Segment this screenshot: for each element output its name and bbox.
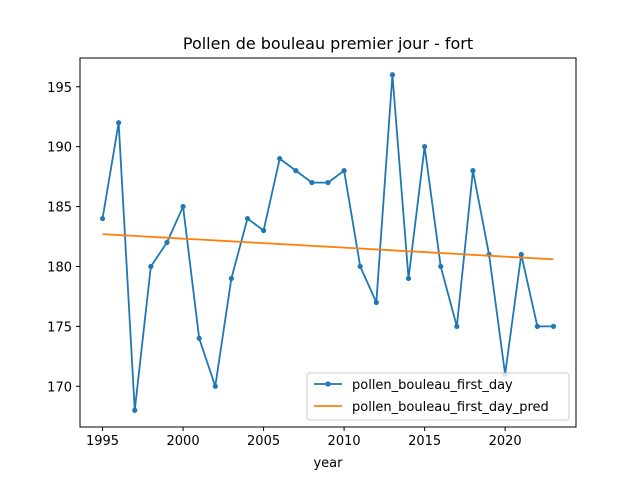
y-tick-label: 190	[47, 141, 72, 156]
x-tick-label: 2010	[328, 434, 361, 449]
data-point	[277, 156, 283, 162]
series-layer	[99, 72, 557, 413]
legend-marker	[325, 381, 331, 387]
data-point	[389, 72, 396, 78]
data-point	[309, 179, 315, 186]
data-point	[212, 383, 218, 389]
series-line-2	[102, 233, 554, 261]
data-point	[357, 263, 363, 270]
chart-title: Pollen de bouleau premier jour - fort	[183, 34, 473, 53]
data-point	[422, 144, 428, 150]
plot-area	[79, 57, 577, 428]
data-point	[341, 168, 347, 174]
data-point	[116, 120, 122, 126]
x-tick-label: 2000	[167, 434, 200, 449]
x-tick-label: 2020	[489, 434, 522, 449]
data-point	[534, 323, 540, 329]
data-point	[164, 239, 170, 246]
y-tick-label: 195	[47, 81, 72, 96]
data-point	[260, 227, 267, 234]
axes-frame	[79, 57, 577, 428]
x-tick-label: 1995	[86, 434, 119, 449]
data-point	[454, 323, 460, 329]
legend-label: pollen_bouleau_first_day_pred	[352, 400, 549, 415]
data-point	[293, 168, 299, 174]
y-tick-label: 185	[47, 201, 72, 216]
x-axis: 1995 2000 2005 2010 2015 2020	[86, 427, 522, 449]
data-point	[228, 275, 234, 282]
y-axis: 170 175 180 185 190 195	[47, 81, 80, 395]
x-tick-label: 2015	[408, 434, 441, 449]
data-point	[405, 275, 412, 282]
data-point	[148, 263, 154, 270]
data-point	[470, 168, 476, 174]
y-tick-label: 175	[47, 320, 72, 335]
data-point	[196, 335, 202, 341]
data-point	[438, 263, 444, 270]
data-point	[180, 203, 186, 210]
data-point	[518, 251, 524, 258]
data-point	[373, 299, 379, 306]
legend: pollen_bouleau_first_day pollen_bouleau_f…	[306, 372, 570, 421]
data-point	[132, 407, 138, 413]
legend-box	[306, 372, 570, 421]
data-point	[325, 179, 331, 186]
y-tick-label: 170	[47, 380, 72, 395]
data-point	[244, 215, 251, 222]
x-tick-label: 2005	[247, 434, 280, 449]
legend-label: pollen_bouleau_first_day	[352, 378, 513, 393]
x-axis-label: year	[313, 456, 343, 471]
y-tick-label: 180	[47, 260, 72, 275]
data-point	[99, 215, 106, 222]
data-point	[550, 323, 557, 329]
